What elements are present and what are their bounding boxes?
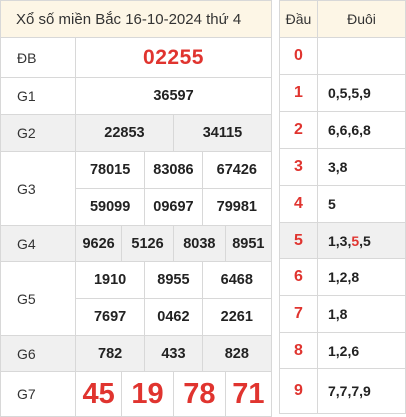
tail-digit-highlight: 5 (351, 232, 360, 249)
head-column-header: Đầu (279, 0, 318, 38)
tail-digits: 1,2,6 (317, 332, 406, 369)
prize-label-g5: G5 (0, 261, 76, 336)
prize-g3-value: 78015 (74, 151, 146, 189)
prize-g3-value: 59099 (74, 188, 146, 226)
prize-label-g7: G7 (0, 371, 76, 417)
prize-label-g4: G4 (0, 225, 76, 262)
prize-g5-value: 2261 (201, 298, 273, 336)
head-digit: 0 (279, 37, 318, 75)
prize-g4-value: 8038 (172, 225, 226, 262)
prize-g6-value: 782 (74, 335, 146, 372)
prize-g5-value: 6468 (201, 261, 273, 299)
prize-g3-value: 67426 (201, 151, 273, 189)
prize-g1-value: 36597 (75, 77, 272, 115)
prize-g5-value: 8955 (144, 261, 203, 299)
tail-digits: 3,8 (317, 148, 406, 186)
prize-g5-value: 1910 (74, 261, 146, 299)
prize-g6-value: 828 (201, 335, 273, 372)
tail-digits: 1,3,5,5 (317, 222, 406, 259)
head-digit: 1 (279, 74, 318, 112)
tail-digits: 1,8 (317, 295, 406, 333)
prize-g3-value: 83086 (144, 151, 203, 189)
tail-digits: 1,2,8 (317, 258, 406, 296)
prize-g4-value: 9626 (74, 225, 123, 262)
prize-g3-value: 09697 (144, 188, 203, 226)
prize-g2-value: 22853 (75, 114, 174, 152)
prize-g7-value: 78 (172, 371, 226, 417)
tail-digits-part: ,5 (359, 232, 371, 249)
prize-g3-value: 79981 (201, 188, 273, 226)
prize-g4-value: 5126 (121, 225, 174, 262)
tail-column-header: Đuôi (317, 0, 406, 38)
prize-g7-value: 45 (74, 371, 123, 417)
head-digit: 5 (279, 222, 318, 259)
prize-label-db: ĐB (0, 37, 76, 78)
tail-digits-part: 1,3, (328, 232, 352, 249)
prize-g2-value: 34115 (172, 114, 273, 152)
prize-g5-value: 0462 (144, 298, 203, 336)
results-table: Xổ số miền Bắc 16-10-2024 thứ 4 ĐB 02255… (0, 0, 273, 417)
head-digit: 2 (279, 111, 318, 149)
tail-digits: 6,6,6,8 (317, 111, 406, 149)
prize-label-g1: G1 (0, 77, 76, 115)
prize-g7-value: 19 (121, 371, 174, 417)
head-digit: 4 (279, 185, 318, 223)
prize-label-g3: G3 (0, 151, 76, 226)
head-digit: 3 (279, 148, 318, 186)
tail-digits: 5 (317, 185, 406, 223)
prize-label-g2: G2 (0, 114, 76, 152)
tail-digits (317, 37, 406, 75)
tail-digits: 0,5,5,9 (317, 74, 406, 112)
prize-g7-value: 71 (224, 371, 273, 417)
prize-label-g6: G6 (0, 335, 76, 372)
head-digit: 9 (279, 368, 318, 414)
head-digit: 7 (279, 295, 318, 333)
tail-digits: 7,7,7,9 (317, 368, 406, 414)
loto-head-tail-table: Đầu Đuôi 0 1 0,5,5,9 2 6,6,6,8 3 3,8 4 5… (279, 0, 406, 414)
head-digit: 8 (279, 332, 318, 369)
prize-g4-value: 8951 (224, 225, 273, 262)
head-digit: 6 (279, 258, 318, 296)
prize-g5-value: 7697 (74, 298, 146, 336)
special-prize-value: 02255 (75, 37, 272, 78)
results-title: Xổ số miền Bắc 16-10-2024 thứ 4 (0, 0, 272, 38)
prize-g6-value: 433 (144, 335, 203, 372)
